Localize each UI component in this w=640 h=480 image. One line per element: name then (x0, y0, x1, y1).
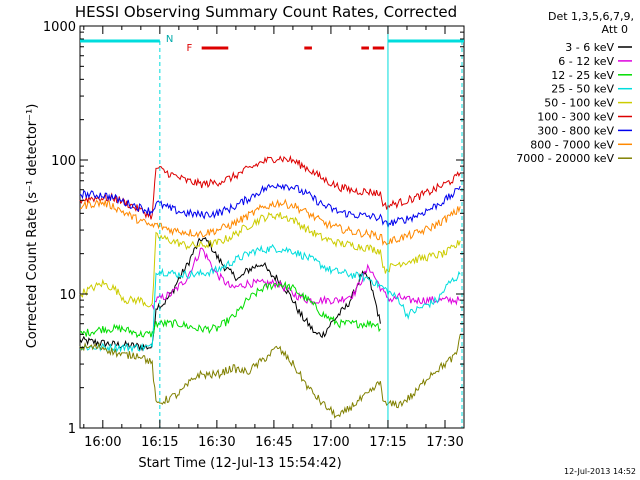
legend-label-7: 300 - 800 keV (537, 124, 614, 137)
x-tick-label: 17:15 (369, 435, 406, 450)
series-line-1 (79, 237, 381, 352)
legend-label-6: 100 - 300 keV (537, 111, 614, 124)
series-line-9 (79, 334, 461, 419)
legend-header-line1: Det 1,3,5,6,7,9, (548, 10, 634, 23)
x-tick-label: 16:15 (141, 435, 178, 450)
x-tick-label: 17:30 (426, 435, 463, 450)
y-tick-label: 100 (51, 154, 76, 169)
legend-header-line2: Att 0 (602, 23, 628, 36)
night-flag-label: N (166, 34, 173, 45)
x-axis-label: Start Time (12-Jul-13 15:54:42) (138, 456, 341, 471)
series-layer (79, 154, 461, 419)
x-tick-label: 17:00 (312, 435, 349, 450)
series-line-3 (79, 280, 381, 339)
legend-label-2: 6 - 12 keV (558, 55, 614, 68)
legend-label-8: 800 - 7000 keV (530, 138, 614, 151)
series-line-2 (151, 247, 461, 311)
x-tick-label: 16:00 (84, 435, 121, 450)
series-line-8 (79, 198, 461, 246)
series-line-5 (79, 211, 461, 308)
series-line-7 (79, 182, 461, 228)
date-stamp: 12-Jul-2013 14:52 (564, 467, 636, 476)
flag-layer: NF (80, 26, 464, 428)
y-axis-label: Corrected Count Rate (s⁻¹ detector⁻¹) (25, 104, 40, 349)
plot-area (79, 25, 465, 429)
legend-label-9: 7000 - 20000 keV (516, 152, 614, 165)
legend-label-5: 50 - 100 keV (544, 97, 614, 110)
y-tick-label: 1000 (43, 20, 76, 35)
legend-label-3: 12 - 25 keV (551, 69, 614, 82)
tick-layer: 16:00 16:15 16:30 16:45 17:00 17:15 17:30 1 10 10… (43, 20, 464, 450)
legend-label-4: 25 - 50 keV (551, 83, 614, 96)
chart-title: HESSI Observing Summary Count Rates, Cor… (75, 3, 457, 21)
y-tick-label: 1 (68, 422, 76, 437)
y-tick-label: 10 (59, 288, 76, 303)
legend-label-1: 3 - 6 keV (565, 41, 614, 54)
flare-flag-label: F (186, 43, 192, 54)
plot-frame (79, 25, 465, 429)
x-tick-label: 16:30 (198, 435, 235, 450)
series-line-4 (79, 243, 461, 353)
x-tick-label: 16:45 (255, 435, 292, 450)
